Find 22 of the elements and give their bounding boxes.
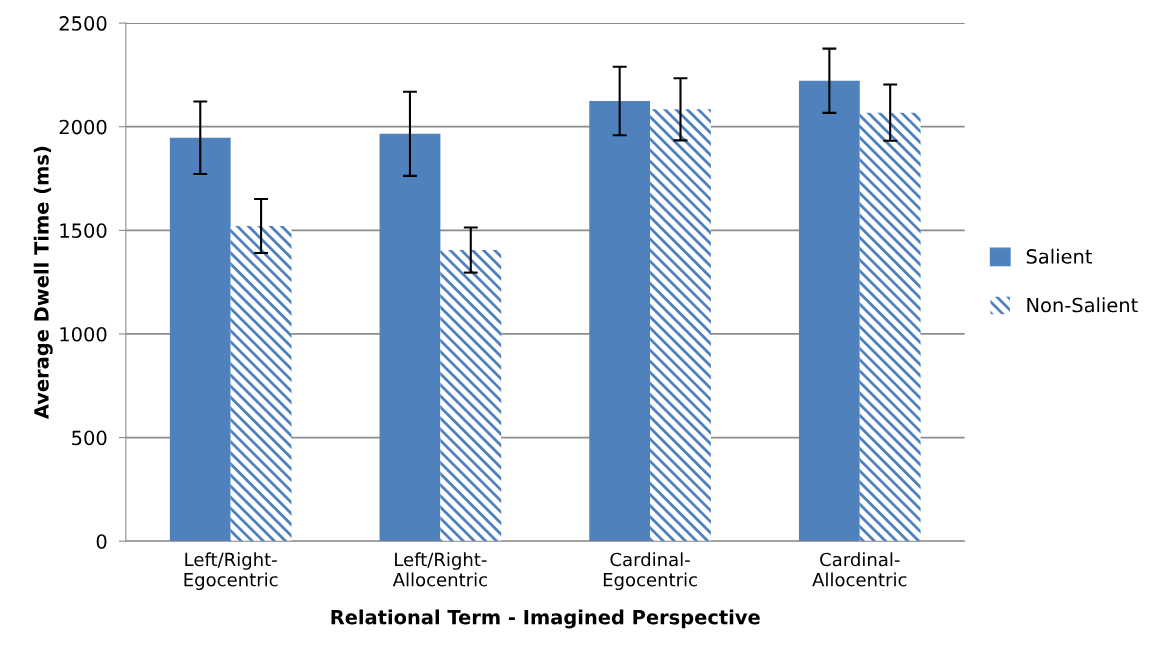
bar xyxy=(650,109,711,542)
y-tick-label: 1000 xyxy=(60,326,107,342)
legend-label: Non-Salient xyxy=(1027,297,1138,313)
y-axis-title: Average Dwell Time (ms) xyxy=(33,146,53,420)
bar xyxy=(230,225,292,542)
bar xyxy=(798,80,860,542)
x-tick-label: Left/Right- Allocentric xyxy=(392,552,487,587)
bar xyxy=(859,112,921,542)
y-tick-label: 2500 xyxy=(59,16,107,31)
bar xyxy=(440,250,502,542)
bar xyxy=(379,133,441,542)
bar xyxy=(589,101,651,542)
y-tick-label: 500 xyxy=(72,430,107,446)
y-tick-label: 1500 xyxy=(60,223,107,238)
x-tick-label: Cardinal- Egocentric xyxy=(603,552,697,590)
bar xyxy=(169,137,231,542)
x-tick-label: Left/Right- Egocentric xyxy=(184,552,278,590)
legend-label: Salient xyxy=(1026,248,1093,264)
y-tick-label: 0 xyxy=(96,534,107,549)
y-tick-label: 2000 xyxy=(59,119,107,135)
x-tick-label: Cardinal- Allocentric xyxy=(812,552,907,587)
x-axis-title: Relational Term - Imagined Perspective xyxy=(331,609,760,629)
